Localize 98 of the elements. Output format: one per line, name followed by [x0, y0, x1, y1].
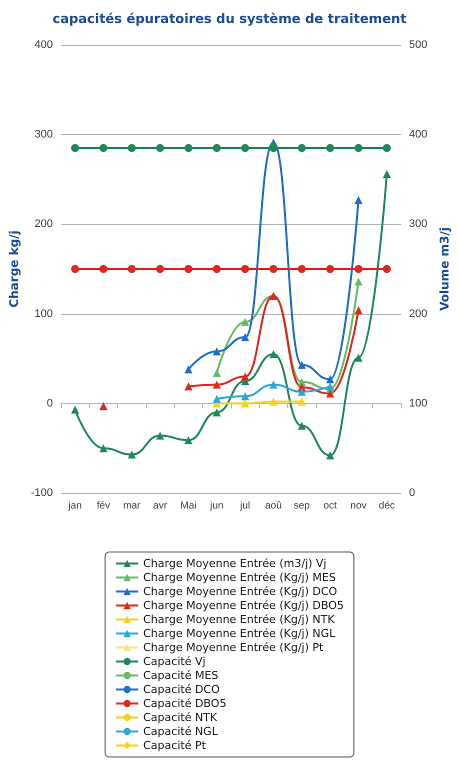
y2-tick-label: 500 [409, 39, 428, 51]
point [354, 265, 362, 273]
chart-title: capacités épuratoires du système de traitement [52, 12, 406, 27]
x-tick-label: oct [323, 500, 338, 512]
point [128, 144, 136, 152]
y-tick-label: 400 [34, 39, 53, 51]
point [241, 399, 250, 408]
point [326, 144, 334, 152]
legend-label: Charge Moyenne Entrée (Kg/j) MES [143, 571, 336, 584]
y-tick-label: 100 [34, 308, 53, 320]
point [298, 398, 306, 406]
point [128, 265, 136, 273]
point [241, 372, 250, 381]
point [241, 144, 250, 152]
point [382, 265, 391, 273]
point [354, 278, 362, 286]
point [241, 392, 250, 400]
point [298, 360, 306, 369]
y2-tick-label: 400 [409, 128, 428, 141]
y2-axis-title: Volume m3/j [437, 227, 452, 311]
point [269, 398, 278, 406]
point [99, 444, 108, 452]
point [71, 406, 80, 414]
x-tick-label: jul [239, 500, 250, 512]
point [156, 265, 164, 273]
y2-tick-label: 300 [409, 218, 428, 230]
point [269, 380, 278, 389]
point [156, 432, 164, 440]
point [354, 306, 362, 314]
point [326, 382, 334, 390]
point [212, 408, 221, 416]
legend-label: Charge Moyenne Entrée (Kg/j) DBO5 [143, 599, 344, 612]
y2-tick-label: 100 [409, 397, 428, 410]
x-tick-label: jun [209, 500, 224, 512]
x-tick-label: avr [153, 500, 168, 512]
point [326, 390, 334, 398]
x-tick-label: aoû [265, 500, 282, 512]
point [184, 265, 192, 273]
point [128, 450, 136, 458]
y-tick-label: -100 [30, 487, 53, 499]
point [269, 350, 278, 358]
y-tick-label: 200 [34, 218, 53, 230]
point [269, 144, 278, 152]
x-tick-label: sep [294, 500, 310, 512]
legend-label: Charge Moyenne Entrée (Kg/j) Pt [143, 641, 324, 654]
x-tick-label: fév [96, 500, 110, 512]
point [71, 144, 80, 152]
point [184, 436, 192, 444]
point [298, 265, 306, 273]
x-tick-label: nov [350, 500, 367, 512]
point [71, 265, 80, 273]
point [184, 365, 192, 374]
legend-label: Charge Moyenne Entrée (Kg/j) NTK [143, 613, 336, 626]
point [212, 144, 221, 152]
x-tick-label: Mai [180, 500, 197, 512]
y-axis-title: Charge kg/j [7, 230, 21, 308]
legend-label: Charge Moyenne Entrée (Kg/j) NGL [143, 627, 336, 640]
point [298, 388, 306, 396]
point [212, 368, 221, 377]
point [99, 265, 108, 273]
legend-label: Capacité DCO [143, 683, 220, 696]
y2-tick-label: 200 [409, 308, 428, 320]
legend-label: Capacité Pt [143, 739, 207, 752]
legend-label: Charge Moyenne Entrée (m3/j) Vj [143, 557, 326, 570]
point [354, 144, 362, 152]
point [298, 422, 306, 430]
point [354, 196, 362, 204]
legend-label: Capacité Vj [143, 655, 206, 668]
legend-label: Capacité DBO5 [143, 697, 226, 710]
point [326, 451, 334, 460]
point [99, 144, 108, 152]
y2-tick-label: 0 [409, 487, 416, 499]
x-tick-label: mar [123, 500, 142, 512]
point [241, 333, 250, 342]
point [326, 375, 334, 384]
point [326, 265, 334, 273]
legend-label: Capacité NGL [143, 725, 219, 738]
point [156, 144, 164, 152]
point [241, 265, 250, 273]
point [269, 265, 278, 273]
point [212, 394, 221, 403]
y-tick-label: 300 [34, 128, 53, 141]
point [184, 382, 192, 390]
point [354, 354, 362, 362]
point [212, 265, 221, 273]
point [298, 144, 306, 152]
legend-label: Charge Moyenne Entrée (Kg/j) DCO [143, 585, 338, 598]
y-tick-label: 0 [46, 397, 53, 410]
x-tick-label: déc [378, 500, 395, 512]
x-tick-label: jan [67, 500, 82, 512]
point [212, 380, 221, 389]
legend-label: Capacité NTK [143, 711, 218, 724]
legend-label: Capacité MES [143, 669, 218, 682]
point [382, 144, 391, 152]
point [212, 347, 221, 356]
point [184, 144, 192, 152]
point [241, 318, 250, 326]
point [382, 170, 391, 178]
